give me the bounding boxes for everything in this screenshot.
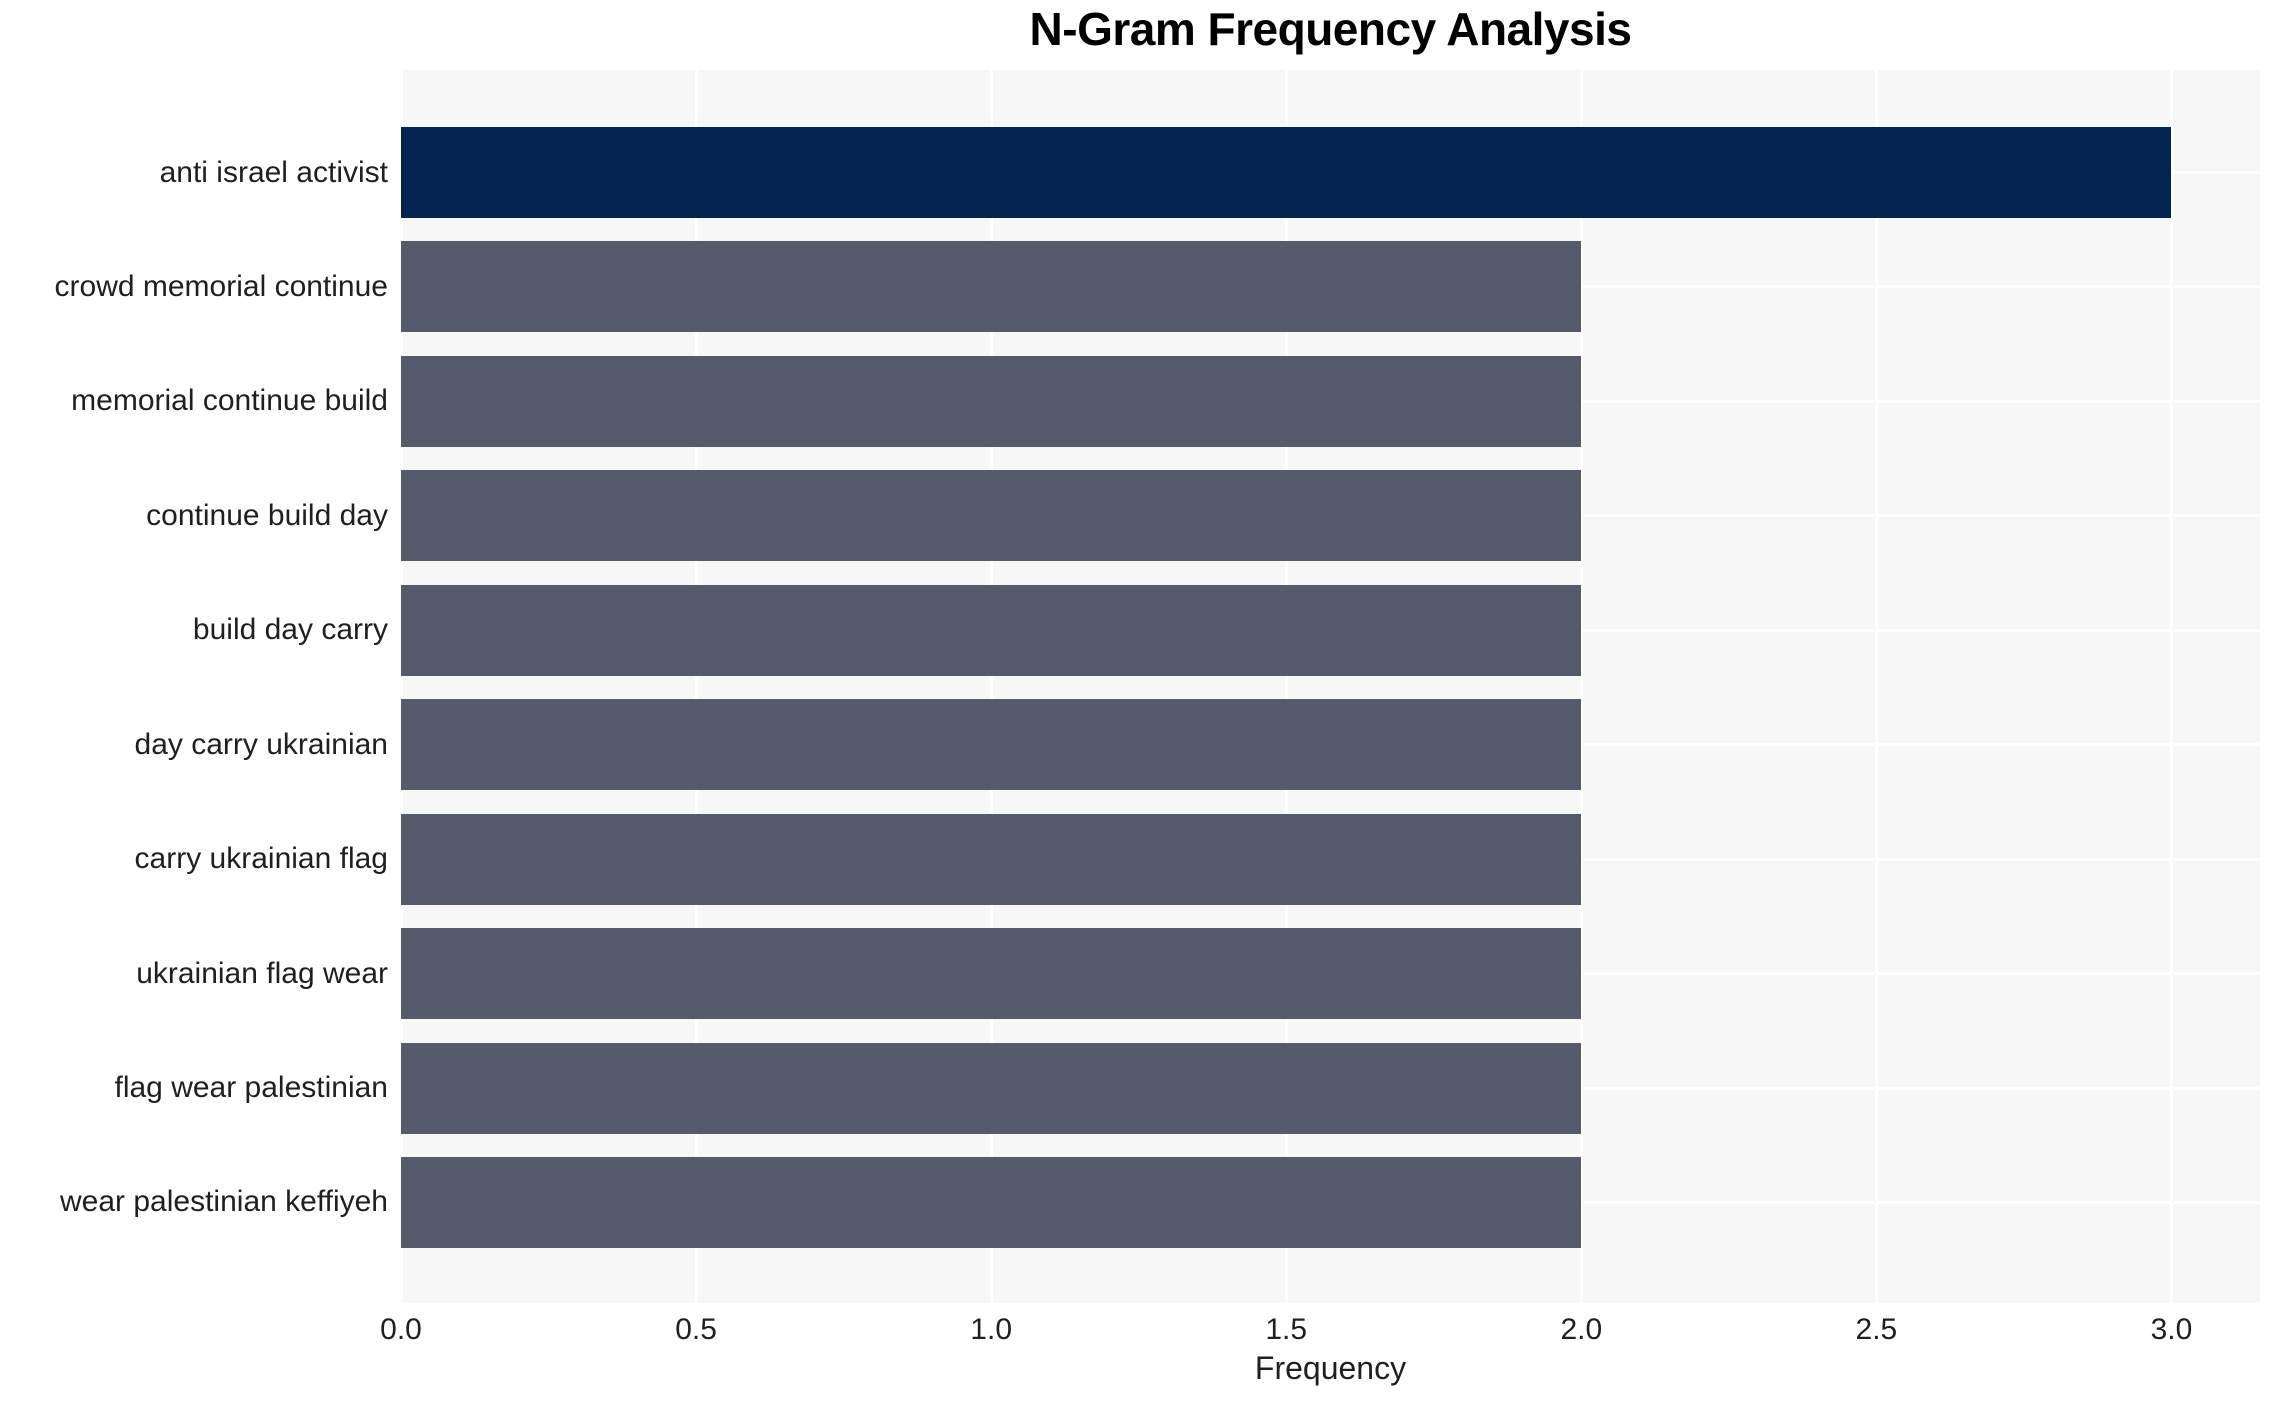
bar (401, 928, 1582, 1020)
chart-title: N-Gram Frequency Analysis (1029, 3, 1632, 55)
y-tick-label: wear palestinian keffiyeh (60, 1185, 388, 1219)
y-tick-label: crowd memorial continue (54, 269, 388, 303)
x-axis-title: Frequency (1254, 1350, 1407, 1386)
y-tick-label: ukrainian flag wear (136, 956, 388, 990)
x-tick-label: 0.5 (675, 1313, 717, 1346)
vertical-gridline-1.0 (989, 70, 993, 1303)
vertical-gridline-0.5 (694, 70, 698, 1303)
x-tick-label: 0.0 (380, 1313, 422, 1346)
y-tick-label: day carry ukrainian (134, 727, 388, 761)
y-tick-label: continue build day (146, 498, 388, 532)
x-tick-label: 1.5 (1265, 1313, 1308, 1346)
y-tick-label: carry ukrainian flag (134, 842, 388, 876)
y-tick-label: build day carry (192, 613, 388, 647)
bar (401, 813, 1582, 905)
vertical-gridline-0.0 (399, 70, 403, 1303)
x-tick-label: 1.0 (970, 1313, 1013, 1346)
vertical-gridline-1.5 (1284, 70, 1288, 1303)
y-tick-label: flag wear palestinian (114, 1071, 388, 1105)
bar (401, 1042, 1582, 1134)
x-tick-label: 2.5 (1855, 1313, 1898, 1346)
bar (401, 699, 1582, 791)
vertical-gridline-2.5 (1874, 70, 1878, 1303)
x-tick-label: 3.0 (2150, 1313, 2193, 1346)
x-tick-label: 2.0 (1560, 1313, 1603, 1346)
bar (401, 470, 1582, 562)
vertical-gridline-3.0 (2169, 70, 2173, 1303)
bar (401, 1156, 1582, 1248)
bar (401, 241, 1582, 333)
bar (401, 584, 1582, 676)
y-tick-label: memorial continue build (71, 384, 388, 418)
plot-area (399, 70, 2260, 1303)
vertical-gridline-2.0 (1579, 70, 1583, 1303)
bar (401, 355, 1582, 447)
y-tick-label: anti israel activist (159, 155, 388, 189)
bar (401, 127, 2172, 218)
